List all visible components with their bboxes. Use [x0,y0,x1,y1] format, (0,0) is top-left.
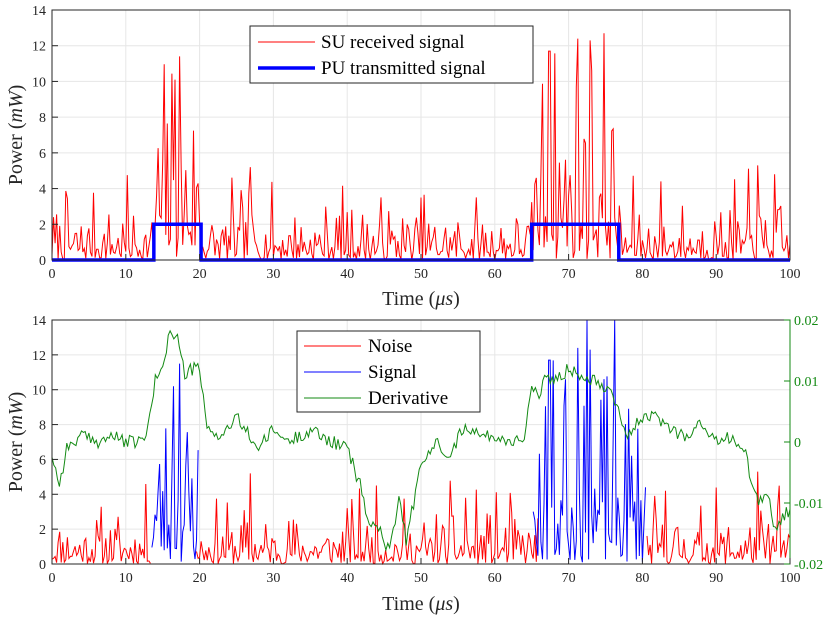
series-line-2 [51,329,791,553]
bottom-x-ticks: 0 10 20 30 40 50 60 70 80 90 100 [49,558,801,586]
legend-label-pu-transmitted: PU transmitted signal [321,58,486,79]
top-subplot: 0 10 20 30 40 50 60 70 80 90 100 0 2 4 6 8 10 12 14 Time … [5,4,801,310]
y-tick-label: 6 [39,147,46,162]
x-tick-label: 100 [780,571,801,586]
legend-label-signal: Signal [368,362,417,383]
series-line-1 [532,319,646,563]
bottom-y-ticks: 0 2 4 6 8 10 12 14 [32,314,58,573]
bottom-right-y-ticks: -0.02 -0.01 0 0.01 0.02 [784,314,823,573]
y-tick-label: 4 [39,183,46,198]
x-tick-label: 0 [49,267,56,282]
legend-label-su-received: SU received signal [321,32,465,53]
x-tick-label: 60 [488,571,502,586]
y-tick-label: 12 [32,349,46,364]
top-x-ticks: 0 10 20 30 40 50 60 70 80 90 100 [49,254,801,282]
top-legend-box [249,25,534,84]
x-tick-label: 70 [562,267,576,282]
y-tick-label: 12 [32,40,46,55]
y2-tick-label: -0.01 [794,497,823,512]
x-tick-label: 90 [709,267,723,282]
legend-label-derivative: Derivative [368,388,448,409]
x-tick-label: 90 [709,571,723,586]
y2-tick-label: 0.01 [794,375,819,390]
y-tick-label: 8 [39,111,46,126]
bottom-series-group [51,319,791,566]
y-tick-label: 0 [39,558,46,573]
top-legend: SU received signal PU transmitted signal [249,25,534,84]
y-tick-label: 2 [39,523,46,538]
x-tick-label: 70 [562,571,576,586]
x-tick-label: 0 [49,571,56,586]
x-tick-label: 80 [635,571,649,586]
top-x-axis-label: Time (μs) [382,288,460,310]
x-tick-label: 100 [780,267,801,282]
x-tick-label: 30 [266,571,280,586]
legend-label-noise: Noise [368,336,412,357]
y-tick-label: 4 [39,488,46,503]
y2-tick-label: -0.02 [794,558,823,573]
series-line-0 [51,483,151,565]
x-tick-label: 80 [635,267,649,282]
x-tick-label: 10 [119,571,133,586]
x-tick-label: 40 [340,571,354,586]
x-tick-label: 50 [414,571,428,586]
top-y-axis-label: Power (mW) [5,85,27,186]
y-tick-label: 6 [39,453,46,468]
x-tick-label: 60 [488,267,502,282]
bottom-x-axis-label: Time (μs) [382,593,460,615]
bottom-y-axis-label: Power (mW) [5,392,27,493]
y-tick-label: 0 [39,254,46,269]
x-tick-label: 40 [340,267,354,282]
y-tick-label: 10 [32,384,46,399]
series-line-1 [151,363,199,562]
y-tick-label: 14 [32,314,46,329]
series-line-0 [196,473,539,566]
top-y-ticks: 0 2 4 6 8 10 12 14 [32,4,58,269]
bottom-legend: Noise Signal Derivative [296,330,481,413]
x-tick-label: 50 [414,267,428,282]
bottom-subplot: 0 10 20 30 40 50 60 70 80 90 100 0 2 4 6 8 10 12 14 -0.02… [5,314,823,615]
y-tick-label: 10 [32,75,46,90]
series-line-0 [646,471,791,565]
y2-tick-label: 0 [794,436,801,451]
x-tick-label: 20 [193,267,207,282]
x-tick-label: 30 [266,267,280,282]
y2-tick-label: 0.02 [794,314,819,329]
y-tick-label: 2 [39,218,46,233]
x-tick-label: 20 [193,571,207,586]
y-tick-label: 14 [32,4,46,19]
x-tick-label: 10 [119,267,133,282]
y-tick-label: 8 [39,419,46,434]
series-line-0 [51,33,791,261]
